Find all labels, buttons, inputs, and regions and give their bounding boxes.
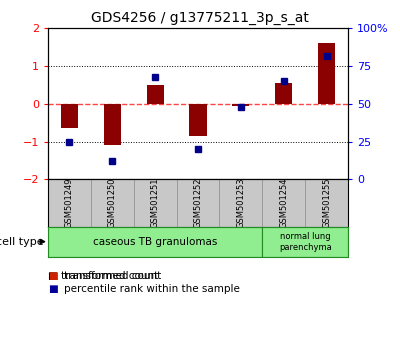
Text: GSM501250: GSM501250 xyxy=(108,178,117,228)
Text: caseous TB granulomas: caseous TB granulomas xyxy=(93,236,217,247)
Text: ■: ■ xyxy=(48,284,58,293)
Text: GSM501253: GSM501253 xyxy=(236,178,245,228)
Text: GSM501251: GSM501251 xyxy=(151,178,160,228)
Bar xyxy=(48,227,262,257)
Bar xyxy=(190,104,206,136)
Text: GSM501254: GSM501254 xyxy=(279,178,288,228)
Bar xyxy=(275,83,292,104)
Bar xyxy=(232,104,250,106)
Text: GSM501255: GSM501255 xyxy=(322,178,331,228)
Text: GSM501252: GSM501252 xyxy=(194,178,202,228)
Text: transformed count: transformed count xyxy=(64,271,161,281)
Text: ■: ■ xyxy=(48,271,58,281)
Bar xyxy=(146,85,164,104)
Bar xyxy=(104,104,121,145)
Text: percentile rank within the sample: percentile rank within the sample xyxy=(64,284,240,293)
Text: normal lung
parenchyma: normal lung parenchyma xyxy=(279,232,332,252)
Bar xyxy=(318,44,335,104)
Text: GDS4256 / g13775211_3p_s_at: GDS4256 / g13775211_3p_s_at xyxy=(91,11,309,25)
Text: GSM501249: GSM501249 xyxy=(65,178,74,228)
Bar xyxy=(262,227,348,257)
Text: ■ transformed count: ■ transformed count xyxy=(48,271,158,281)
Text: cell type: cell type xyxy=(0,236,44,247)
Bar xyxy=(61,104,78,129)
